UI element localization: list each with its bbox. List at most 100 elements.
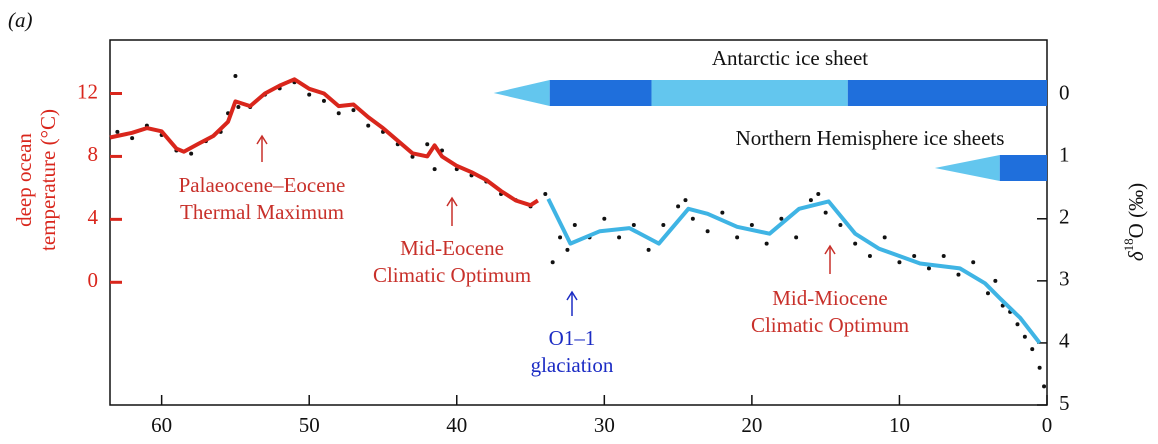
y2-axis-label: δ18O (‰) <box>1121 183 1148 261</box>
raw-point <box>321 98 326 103</box>
raw-point <box>307 92 312 97</box>
raw-point <box>565 247 570 252</box>
ice-sheet-bar <box>999 155 1047 181</box>
y-tick-label: 8 <box>88 142 99 166</box>
x-tick-label: 20 <box>741 413 762 437</box>
annotation-text: Thermal Maximum <box>180 200 344 224</box>
raw-point <box>749 222 754 227</box>
raw-point <box>410 154 415 159</box>
x-tick-label: 0 <box>1042 413 1053 437</box>
plot-frame <box>109 39 1048 406</box>
raw-point <box>690 216 695 221</box>
annotation-text: glaciation <box>531 353 614 377</box>
y2-tick-label: 0 <box>1059 80 1070 104</box>
raw-point <box>1022 334 1027 339</box>
raw-point <box>808 198 813 203</box>
raw-point <box>602 216 607 221</box>
raw-point <box>867 254 872 259</box>
y2-tick-label: 5 <box>1059 391 1070 415</box>
series-line <box>546 198 1042 345</box>
raw-point <box>115 129 120 134</box>
y2-label-sup: 18 <box>1121 238 1136 251</box>
raw-point <box>823 210 828 215</box>
raw-point <box>676 204 681 209</box>
annotation-text: Mid-Eocene <box>400 236 504 260</box>
annotation-text: Palaeocene–Eocene <box>179 173 346 197</box>
raw-point <box>720 210 725 215</box>
ice-sheet-bar <box>549 80 652 106</box>
raw-point <box>1042 384 1047 389</box>
raw-point <box>971 260 976 265</box>
x-tick-label: 50 <box>299 413 320 437</box>
raw-point <box>926 266 931 271</box>
series-line <box>109 77 539 208</box>
raw-point <box>617 235 622 240</box>
annotation-text: Climatic Optimum <box>751 313 909 337</box>
y2-label-rest: O (‰) <box>1124 183 1148 238</box>
panel-label: (a) <box>8 8 33 32</box>
raw-point <box>236 105 241 110</box>
raw-point <box>558 235 563 240</box>
raw-point <box>794 235 799 240</box>
raw-point <box>941 254 946 259</box>
raw-point <box>683 198 688 203</box>
raw-point <box>550 260 555 265</box>
raw-point <box>130 136 135 141</box>
y-axis-label: deep ocean <box>12 133 36 227</box>
annotation-text: Mid-Miocene <box>772 286 887 310</box>
annotation-text: Climatic Optimum <box>373 263 531 287</box>
raw-point <box>1037 365 1042 370</box>
raw-point <box>764 241 769 246</box>
raw-point <box>425 142 430 147</box>
raw-point <box>233 74 238 79</box>
raw-point <box>189 151 194 156</box>
raw-point <box>351 108 356 113</box>
y2-tick-label: 1 <box>1059 143 1070 167</box>
annotation-arrowhead <box>256 134 268 145</box>
y-tick-label: 4 <box>88 205 99 229</box>
y2-tick-label: 3 <box>1059 267 1070 291</box>
y-tick-label: 0 <box>88 268 99 292</box>
raw-point <box>646 247 651 252</box>
y-tick-label: 12 <box>77 79 98 103</box>
y2-label-symbol: δ <box>1124 250 1148 261</box>
ice-sheet-bar <box>651 80 848 106</box>
raw-point <box>853 241 858 246</box>
ice-sheet-taper <box>934 155 1000 181</box>
raw-point <box>985 291 990 296</box>
raw-point <box>1015 322 1020 327</box>
raw-point <box>1030 347 1035 352</box>
raw-point <box>838 222 843 227</box>
y2-tick-label: 4 <box>1059 329 1070 353</box>
raw-point <box>543 191 548 196</box>
raw-point <box>956 272 961 277</box>
raw-point <box>336 111 341 116</box>
raw-point <box>366 123 371 128</box>
x-tick-label: 40 <box>446 413 467 437</box>
raw-point <box>705 229 710 234</box>
ice-sheet-label: Antarctic ice sheet <box>712 46 868 70</box>
raw-point <box>993 278 998 283</box>
x-tick-label: 60 <box>151 413 172 437</box>
annotation-arrowhead <box>446 196 458 207</box>
ice-sheet-taper <box>493 80 550 106</box>
raw-point <box>912 254 917 259</box>
raw-point <box>897 260 902 265</box>
raw-point <box>572 222 577 227</box>
raw-point <box>882 235 887 240</box>
raw-point <box>779 216 784 221</box>
ice-sheet-bar <box>847 80 1047 106</box>
ice-sheet-label: Northern Hemisphere ice sheets <box>736 126 1005 150</box>
raw-point <box>661 222 666 227</box>
x-tick-label: 30 <box>594 413 615 437</box>
y-axis-label: temperature (°C) <box>36 109 60 251</box>
annotation-arrowhead <box>566 290 578 301</box>
raw-point <box>432 167 437 172</box>
y2-tick-label: 2 <box>1059 205 1070 229</box>
annotation-text: O1–1 <box>549 326 596 350</box>
raw-point <box>631 222 636 227</box>
raw-point <box>816 191 821 196</box>
raw-point <box>735 235 740 240</box>
